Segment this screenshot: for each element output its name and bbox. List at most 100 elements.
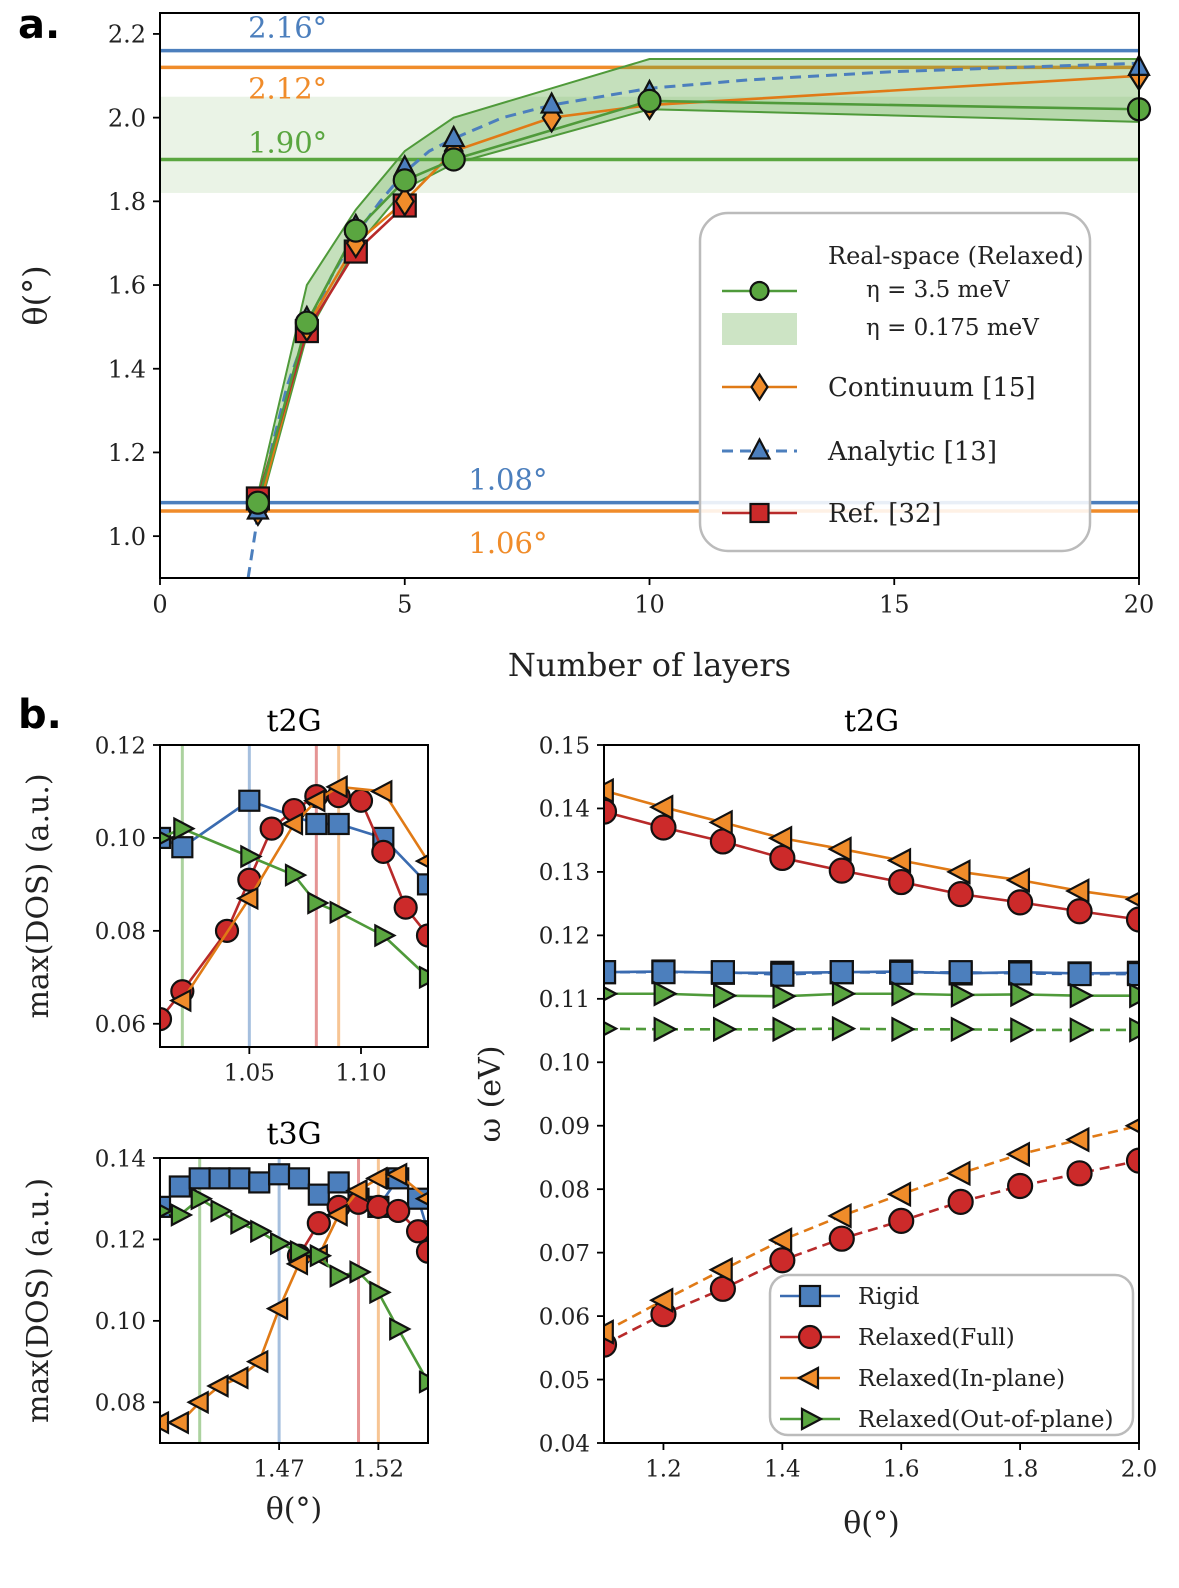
panel-b2-tri-left-point <box>325 1203 348 1227</box>
panel-b3-tri-right-point <box>950 1016 976 1043</box>
panel-b2-ytick-label: 0.14 <box>95 1146 146 1172</box>
panel-a-ytick-label: 1.8 <box>108 188 146 216</box>
panel-b2-tri-left-point <box>414 1191 428 1206</box>
panel-b3-tri-left-point <box>648 794 674 821</box>
panel-b3-legend-marker <box>797 1324 823 1350</box>
panel-b1-square-point <box>416 873 428 896</box>
panel-b3-tri-right-point <box>831 1015 857 1042</box>
panel-b3-xtick-label: 1.2 <box>645 1457 682 1483</box>
panel-b2-square-point <box>327 1171 350 1194</box>
panel-b3-square-point <box>1067 961 1092 987</box>
panel-b3-ytick-label: 0.11 <box>539 987 590 1013</box>
panel-b2-circle-point <box>366 1194 391 1219</box>
panel-b3-legend-label: Relaxed(In-plane) <box>858 1366 1065 1392</box>
panel-b1-ylabel: max(DOS) (a.u.) <box>21 773 56 1018</box>
panel-b1-circle-point <box>348 788 374 813</box>
legend-label-analytic: Analytic [13] <box>827 437 997 467</box>
panel-b3-frame <box>603 744 1140 1444</box>
panel-b3-tri-left-point <box>1124 891 1139 907</box>
panel-b3-ylabel: ω (eV) <box>473 1046 508 1143</box>
panel-b1-ytick-label: 0.10 <box>95 826 146 852</box>
panel-b3-ytick-label: 0.08 <box>539 1177 590 1203</box>
panel-b1-frame <box>159 744 429 1048</box>
panel-b3-square-point <box>1008 961 1033 986</box>
panel-b3-tri-left-point <box>1005 1141 1031 1168</box>
panel-a-point-triangle <box>539 91 564 114</box>
legend-marker-continuum <box>750 372 769 402</box>
panel-b3-tri-right-point <box>712 1016 738 1043</box>
legend-label-eta2: η = 0.175 meV <box>866 315 1039 341</box>
legend-title: Real-space (Relaxed) <box>828 242 1084 270</box>
panel-b3-tri-left-point <box>604 777 614 804</box>
panel-b2-xtick-label: 1.47 <box>254 1457 305 1483</box>
panel-b3-tri-left-line <box>604 789 1139 901</box>
panel-b2-tri-right-point <box>349 1260 372 1284</box>
panel-b3-legend-marker <box>798 1284 822 1308</box>
panel-b2-tri-right-point <box>389 1317 412 1341</box>
panel-b1-circle-point <box>415 923 428 948</box>
panel-b2-tri-right-point <box>369 1280 392 1305</box>
panel-b1-tri-right-point <box>173 816 196 841</box>
panel-b3-circle-point <box>650 814 677 841</box>
panel-a-ytick-label: 1.6 <box>108 272 146 300</box>
panel-a-hline-label: 2.12° <box>248 71 327 105</box>
panel-b2-xtick-label: 1.52 <box>353 1457 404 1483</box>
panel-b3-tri-right-point <box>1129 982 1139 1009</box>
panel-b2-tri-right-point <box>230 1211 253 1235</box>
panel-b2-tri-right-point <box>329 1264 353 1288</box>
panel-b3-square-point <box>948 960 973 985</box>
panel-b2-tri-right-point <box>250 1219 273 1244</box>
panel-b3-tri-left-point <box>767 825 793 852</box>
panel-b3-square-point <box>1126 961 1139 987</box>
panel-b1-xtick-label: 1.05 <box>224 1061 275 1087</box>
panel-b2-tri-right-point <box>210 1199 233 1223</box>
panel-b1-circle-point <box>393 895 418 920</box>
panel-a-xtick-label: 5 <box>397 590 412 618</box>
panel-b2-tri-right-point <box>170 1203 194 1227</box>
panel-b2-tri-right-point <box>190 1186 214 1211</box>
panel-b3-tri-left-point <box>886 847 912 874</box>
panel-a-xtick-label: 20 <box>1124 590 1155 618</box>
panel-a-xtick-label: 15 <box>879 590 910 618</box>
panel-b1-tri-right-point <box>329 900 353 925</box>
panel-b2-tri-right-point <box>289 1239 313 1264</box>
panel-b2-tri-left-point <box>186 1390 209 1415</box>
panel-b2-plot-area <box>160 1158 428 1443</box>
panel-b3-tri-left-point <box>827 1203 852 1229</box>
panel-b3-tri-right-line <box>604 992 1139 998</box>
panel-label-a: a. <box>18 2 61 48</box>
panel-a-point-diamond <box>394 185 415 218</box>
panel-a-point-circle <box>637 88 662 113</box>
panel-b1-square-point <box>238 789 261 812</box>
panel-b2-tri-left-point <box>206 1374 229 1398</box>
panel-b2-title: t3G <box>266 1117 321 1152</box>
panel-b3-circle-point <box>947 1188 974 1215</box>
panel-b3-tri-right-line <box>604 1027 1139 1032</box>
legend-marker-eta1 <box>749 280 770 302</box>
panel-b1-circle-point <box>259 816 284 841</box>
panel-b2-tri-right-point <box>270 1231 293 1256</box>
panel-b3-tri-right-point <box>653 980 678 1007</box>
panel-b1-tri-left-point <box>280 812 304 836</box>
panel-b3-ytick-label: 0.14 <box>539 797 590 823</box>
panel-b2-square-point <box>307 1183 330 1206</box>
panel-b3-square-point <box>710 960 735 985</box>
panel-b3-circle-point <box>1066 1160 1093 1187</box>
panel-b2-ytick-label: 0.10 <box>95 1309 146 1335</box>
panel-a-point-circle <box>392 168 417 193</box>
panel-b3-circle-point <box>604 798 618 825</box>
panel-b2-circle-point <box>306 1211 331 1236</box>
panel-b2-tri-left-point <box>265 1296 289 1321</box>
legend-patch-eta2 <box>722 313 797 345</box>
panel-b3-tri-left-point <box>1005 867 1031 893</box>
panel-b3-tri-right-point <box>604 1021 619 1037</box>
panel-b1-tri-right-point <box>418 965 428 990</box>
panel-b3-tri-left-point <box>767 1227 793 1253</box>
panel-b2-tri-left-point <box>226 1366 249 1390</box>
panel-b3-circle-point <box>769 1247 796 1274</box>
panel-b2-tri-right-point <box>418 1370 428 1394</box>
panel-b2-circle-point <box>415 1239 428 1264</box>
panel-b3-tri-right-point <box>1129 1017 1139 1043</box>
panel-b3-square-point <box>889 960 914 985</box>
